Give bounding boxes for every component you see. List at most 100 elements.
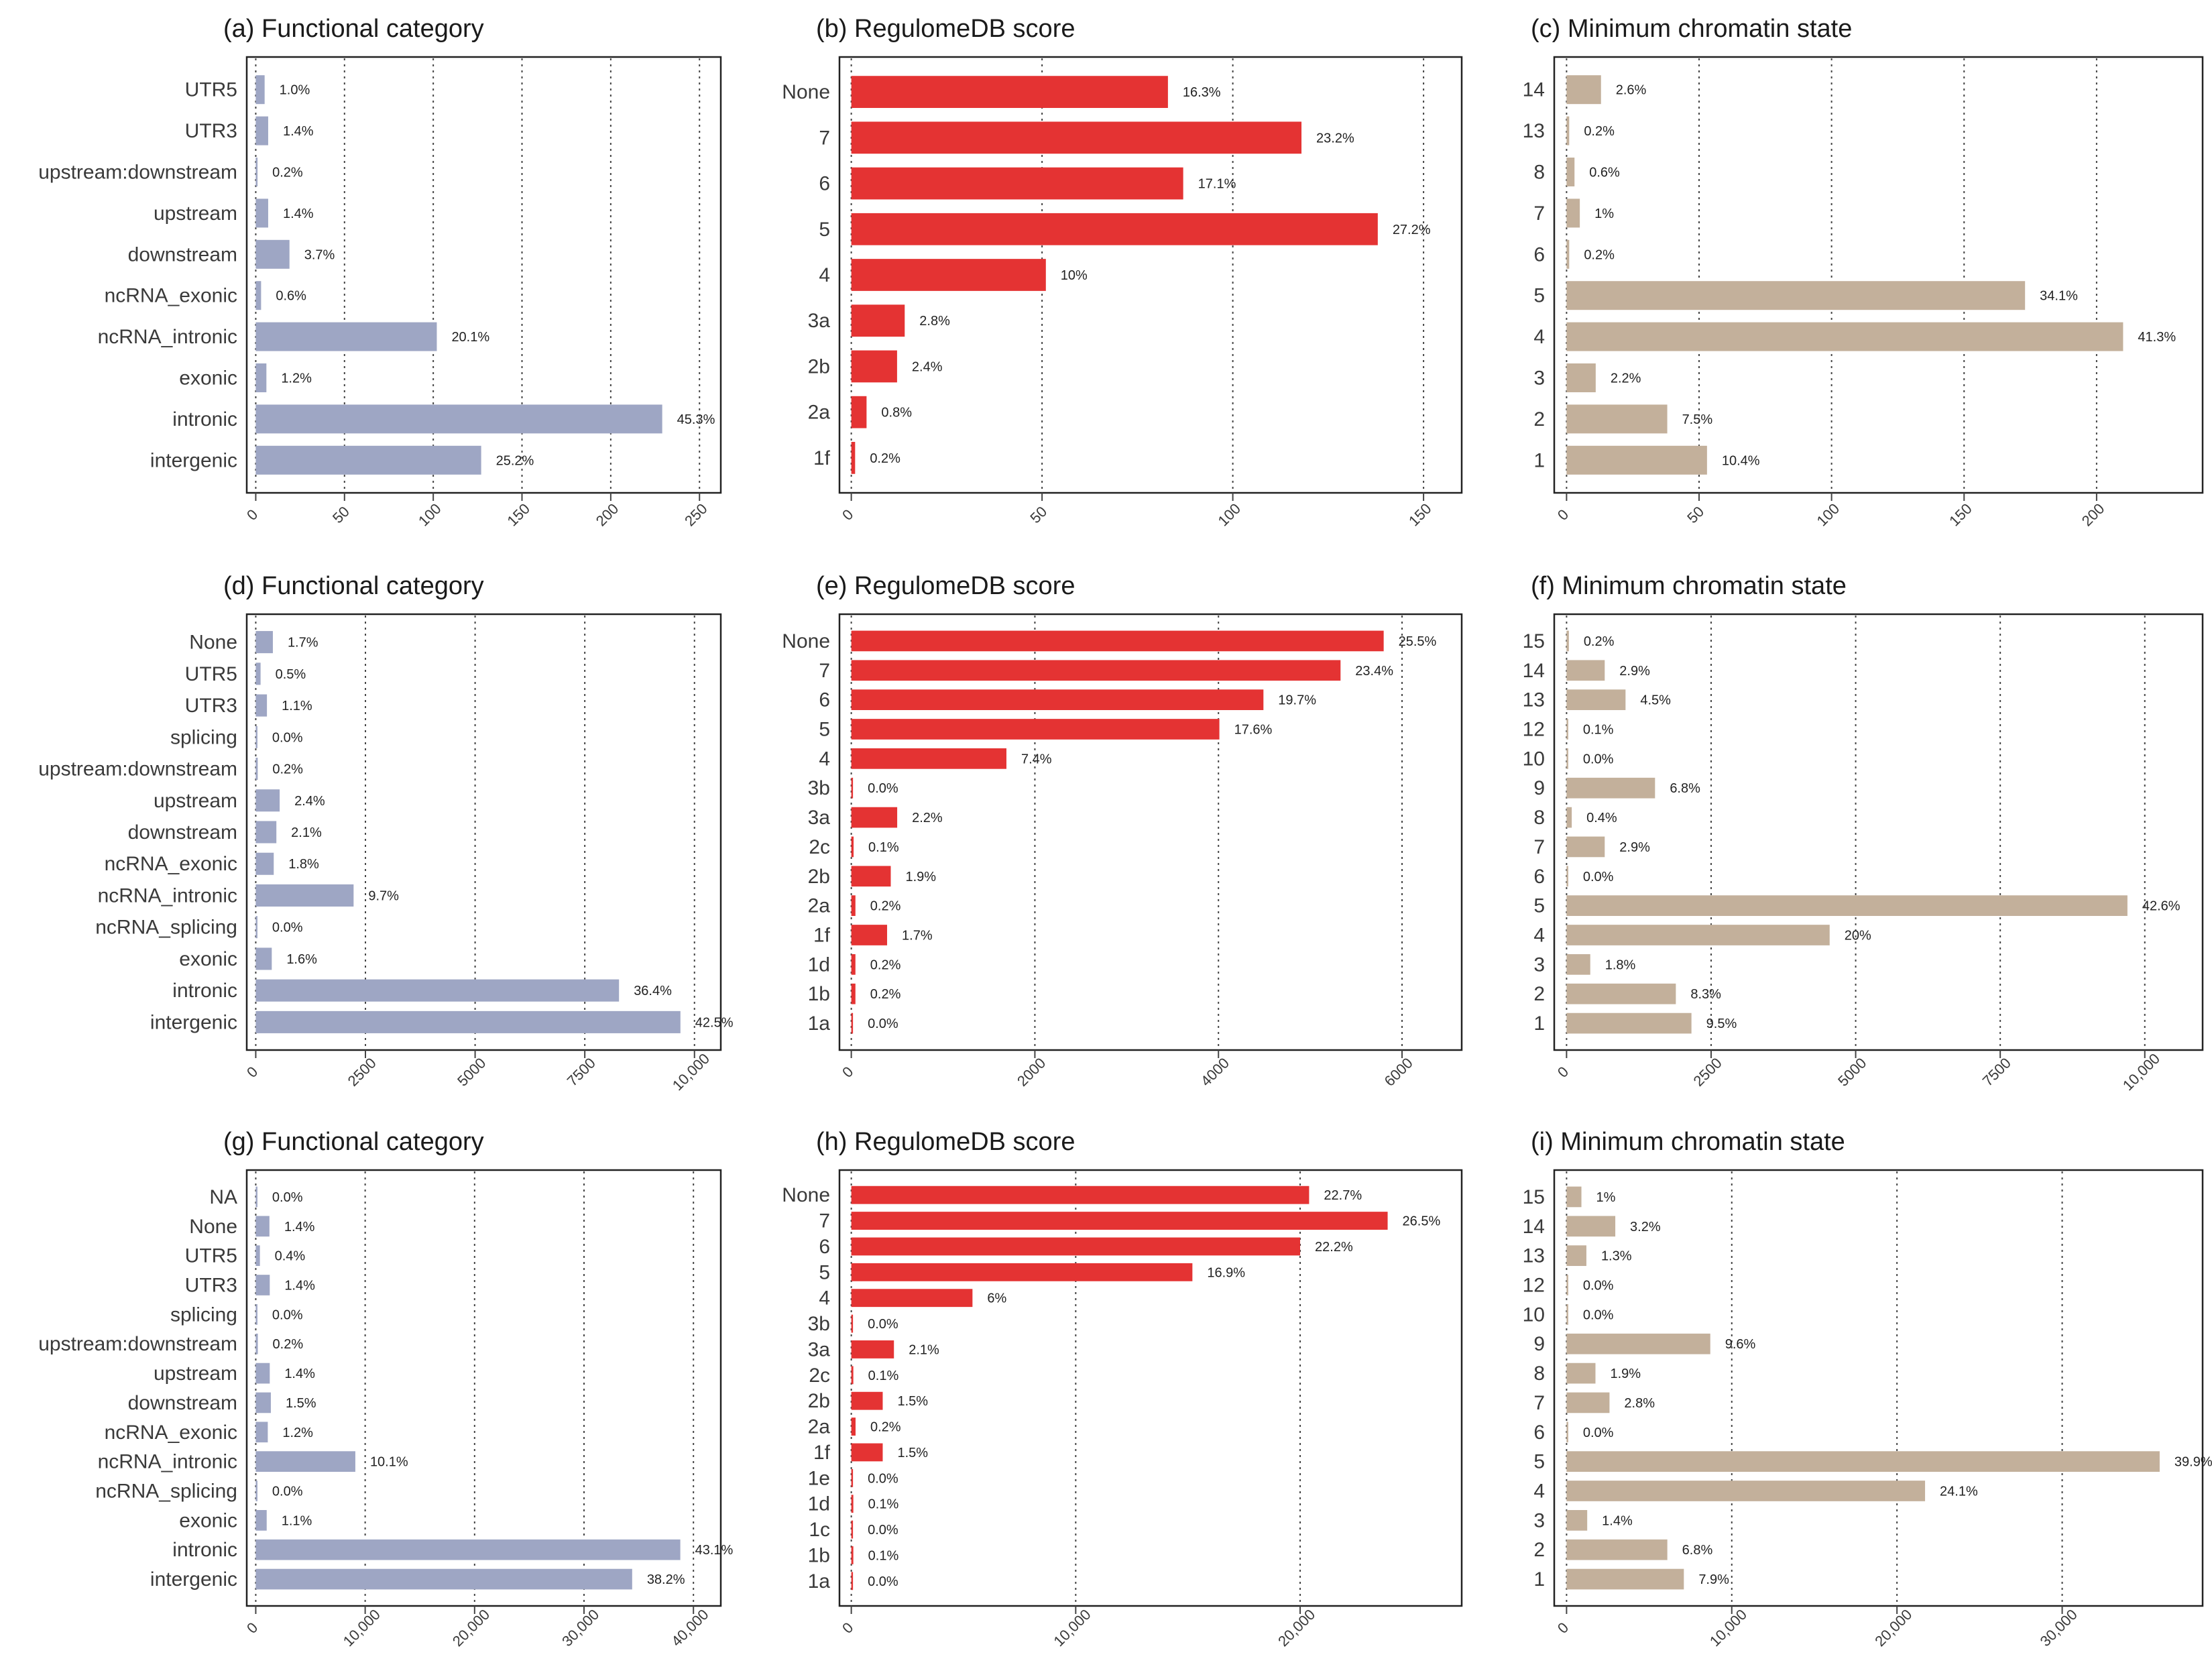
bar: [1566, 1216, 1616, 1237]
bar: [1566, 239, 1570, 269]
data-label: 41.3%: [2138, 330, 2176, 345]
category-label: exonic: [179, 367, 237, 390]
data-label: 20.1%: [451, 330, 489, 345]
data-label: 26.5%: [1403, 1214, 1441, 1229]
category-label: 10: [1523, 748, 1545, 770]
category-label: 1: [1533, 1568, 1545, 1591]
category-label: 9: [1533, 777, 1545, 799]
bar: [1566, 363, 1596, 392]
bar: [1566, 748, 1568, 769]
category-label: 15: [1523, 1186, 1545, 1208]
x-tick-label: 4000: [1198, 1055, 1232, 1090]
bar: [851, 1013, 854, 1034]
category-label: 9: [1533, 1333, 1545, 1355]
data-label: 25.2%: [496, 453, 534, 468]
bar: [851, 442, 856, 474]
category-label: 6: [1533, 866, 1545, 888]
bar: [851, 1468, 854, 1487]
data-label: 0.0%: [272, 1308, 303, 1322]
x-tick-label: 0: [839, 1619, 856, 1637]
data-label: 1%: [1596, 1190, 1616, 1205]
chart-panel-g: (g) Functional category NA 0.0% None 1.4% UTR…: [38, 1128, 733, 1650]
data-label: 17.1%: [1198, 177, 1236, 192]
bar: [1566, 954, 1590, 975]
category-label: UTR3: [185, 695, 237, 717]
data-label: 43.1%: [695, 1543, 734, 1558]
bar: [851, 1391, 883, 1410]
data-label: 34.1%: [2040, 289, 2078, 304]
category-label: None: [782, 1184, 830, 1206]
x-tick-label: 30,000: [2037, 1606, 2081, 1650]
category-label: 3: [1533, 953, 1545, 976]
category-label: 6: [819, 1236, 830, 1258]
plot-frame: [245, 613, 722, 1051]
bar: [851, 836, 854, 858]
category-label: 1: [1533, 449, 1545, 471]
data-label: 0.0%: [272, 1190, 303, 1205]
plot-frame: [1553, 56, 2204, 494]
category-label: 1a: [808, 1013, 831, 1035]
data-label: 17.6%: [1234, 723, 1273, 738]
category-label: upstream:downstream: [38, 162, 237, 184]
category-label: 3b: [808, 777, 830, 799]
x-tick-label: 200: [593, 500, 622, 530]
category-label: 1e: [808, 1467, 830, 1489]
data-label: 0.0%: [868, 1523, 898, 1538]
bar: [1566, 719, 1568, 740]
data-label: 1.9%: [1610, 1367, 1641, 1381]
data-label: 0.2%: [272, 762, 303, 777]
bar: [851, 76, 1168, 108]
category-label: 6: [1533, 1422, 1545, 1444]
x-tick-label: 250: [681, 500, 711, 530]
category-label: None: [189, 1216, 237, 1238]
bar: [1566, 1333, 1710, 1354]
category-label: 8: [1533, 1363, 1545, 1385]
panel-title: (h) RegulomeDB score: [816, 1128, 1075, 1156]
category-label: 4: [1533, 1481, 1545, 1503]
data-label: 2.8%: [1624, 1396, 1655, 1411]
category-label: 3a: [808, 807, 831, 829]
category-label: ncRNA_exonic: [105, 285, 237, 307]
x-tick-label: 5000: [454, 1055, 489, 1090]
data-label: 16.3%: [1183, 85, 1221, 100]
category-label: 14: [1523, 660, 1545, 682]
bar: [851, 660, 1341, 681]
data-label: 0.1%: [868, 840, 899, 855]
plot-frame: [245, 1169, 722, 1607]
data-label: 0.0%: [868, 1317, 898, 1332]
bar: [255, 1304, 257, 1325]
category-label: 2a: [808, 1416, 831, 1438]
bar: [851, 895, 856, 916]
category-label: 4: [819, 1287, 830, 1310]
data-label: 0.2%: [1584, 634, 1615, 649]
x-tick-label: 10,000: [340, 1606, 384, 1650]
category-label: 2a: [808, 402, 831, 424]
bar: [1566, 630, 1569, 652]
category-label: exonic: [179, 948, 237, 970]
bar: [1566, 1304, 1568, 1325]
category-label: 4: [1533, 925, 1545, 947]
data-label: 0.2%: [272, 166, 303, 180]
category-label: 2b: [808, 355, 830, 378]
category-label: 2c: [809, 836, 830, 858]
bar: [1566, 158, 1575, 186]
bar: [851, 748, 1006, 769]
data-label: 23.4%: [1355, 664, 1393, 679]
bar: [1566, 1245, 1586, 1266]
bar: [851, 396, 867, 428]
category-label: intronic: [172, 408, 237, 430]
data-label: 2.8%: [919, 314, 950, 329]
data-label: 0.2%: [870, 1420, 901, 1435]
category-label: 5: [819, 719, 830, 741]
data-label: 1.1%: [282, 1513, 312, 1528]
category-label: 5: [1533, 895, 1545, 917]
data-label: 45.3%: [677, 412, 715, 427]
data-label: 2.6%: [1616, 83, 1647, 98]
category-label: 1b: [808, 1544, 830, 1566]
data-label: 0.0%: [1583, 752, 1614, 766]
category-label: 2: [1533, 1539, 1545, 1561]
bar: [851, 1443, 883, 1462]
bar: [255, 694, 268, 717]
category-label: 3a: [808, 310, 831, 332]
bar: [851, 121, 1302, 154]
